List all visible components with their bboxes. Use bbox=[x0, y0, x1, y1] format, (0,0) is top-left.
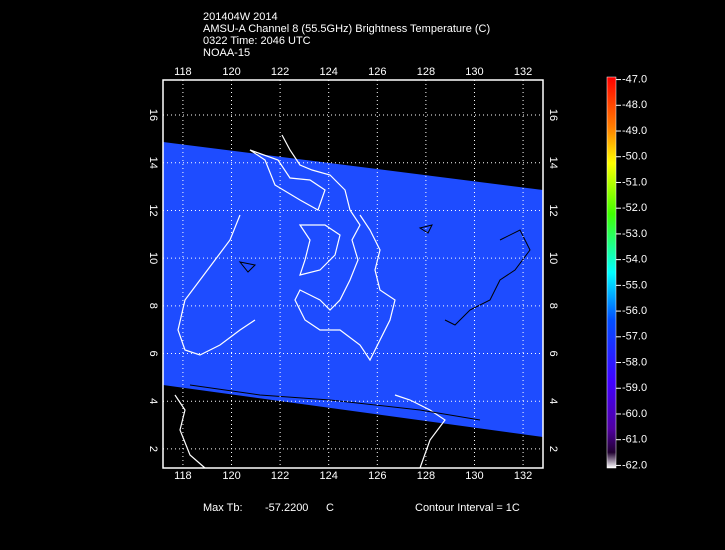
lon-tick-label: 122 bbox=[271, 470, 289, 482]
lon-tick-label: 132 bbox=[514, 66, 532, 78]
axes: 1181181201201221221241241261261281281301… bbox=[147, 66, 559, 482]
lat-tick-label: 8 bbox=[147, 303, 159, 309]
lat-tick-label: 6 bbox=[547, 350, 559, 356]
colorbar-label: -54.0 bbox=[622, 254, 647, 266]
lon-tick-label: 124 bbox=[320, 66, 338, 78]
lat-tick-label: 10 bbox=[147, 252, 159, 264]
lat-tick-label: 4 bbox=[147, 398, 159, 404]
header-line: AMSU-A Channel 8 (55.5GHz) Brightness Te… bbox=[203, 23, 490, 35]
lon-tick-label: 128 bbox=[417, 66, 435, 78]
swath bbox=[163, 142, 543, 437]
coastlines bbox=[174, 134, 446, 469]
header-line: NOAA-15 bbox=[203, 47, 250, 59]
colorbar-label: -61.0 bbox=[622, 434, 647, 446]
colorbar-label: -50.0 bbox=[622, 151, 647, 163]
max-value: -57.2200 bbox=[265, 502, 308, 514]
colorbar-label: -55.0 bbox=[622, 279, 647, 291]
lat-tick-label: 6 bbox=[147, 350, 159, 356]
colorbar-label: -62.0 bbox=[622, 459, 647, 471]
lon-tick-label: 120 bbox=[222, 470, 240, 482]
lat-tick-label: 10 bbox=[547, 252, 559, 264]
colorbar-label: -51.0 bbox=[622, 176, 647, 188]
lon-tick-label: 126 bbox=[368, 66, 386, 78]
colorbar-label: -57.0 bbox=[622, 331, 647, 343]
contour-interval: Contour Interval = 1C bbox=[415, 502, 520, 514]
lon-tick-label: 120 bbox=[222, 66, 240, 78]
colorbar-label: -47.0 bbox=[622, 73, 647, 85]
lat-tick-label: 14 bbox=[147, 157, 159, 169]
lat-tick-label: 12 bbox=[147, 204, 159, 216]
colorbar-label: -49.0 bbox=[622, 125, 647, 137]
max-unit: C bbox=[326, 502, 334, 514]
lon-tick-label: 126 bbox=[368, 470, 386, 482]
colorbar-label: -48.0 bbox=[622, 99, 647, 111]
colorbar bbox=[606, 76, 617, 469]
lon-tick-label: 122 bbox=[271, 66, 289, 78]
colorbar-ticks: -47.0 -48.0 -49.0 -50.0 -51.0 -52.0 -53.0 -54.0… bbox=[616, 73, 647, 471]
lat-tick-label: 16 bbox=[547, 109, 559, 121]
lon-tick-label: 118 bbox=[174, 470, 192, 482]
colorbar-label: -60.0 bbox=[622, 408, 647, 420]
lat-tick-label: 14 bbox=[547, 157, 559, 169]
map-frame bbox=[162, 79, 544, 469]
colorbar-label: -58.0 bbox=[622, 356, 647, 368]
colorbar-label: -59.0 bbox=[622, 382, 647, 394]
lon-tick-label: 118 bbox=[174, 66, 192, 78]
lon-tick-label: 124 bbox=[320, 470, 338, 482]
lon-tick-label: 130 bbox=[465, 470, 483, 482]
header-line: 201404W 2014 bbox=[203, 11, 278, 23]
lon-tick-label: 128 bbox=[417, 470, 435, 482]
header-line: 0322 Time: 2046 UTC bbox=[203, 35, 311, 47]
lat-tick-label: 8 bbox=[547, 303, 559, 309]
lat-tick-label: 12 bbox=[547, 204, 559, 216]
lat-tick-label: 2 bbox=[147, 446, 159, 452]
colorbar-label: -56.0 bbox=[622, 305, 647, 317]
lon-tick-label: 130 bbox=[465, 66, 483, 78]
lat-tick-label: 16 bbox=[147, 109, 159, 121]
colorbar-label: -53.0 bbox=[622, 228, 647, 240]
lon-tick-label: 132 bbox=[514, 470, 532, 482]
lat-tick-label: 2 bbox=[547, 446, 559, 452]
colorbar-label: -52.0 bbox=[622, 202, 647, 214]
max-label: Max Tb: bbox=[203, 502, 243, 514]
lat-tick-label: 4 bbox=[547, 398, 559, 404]
